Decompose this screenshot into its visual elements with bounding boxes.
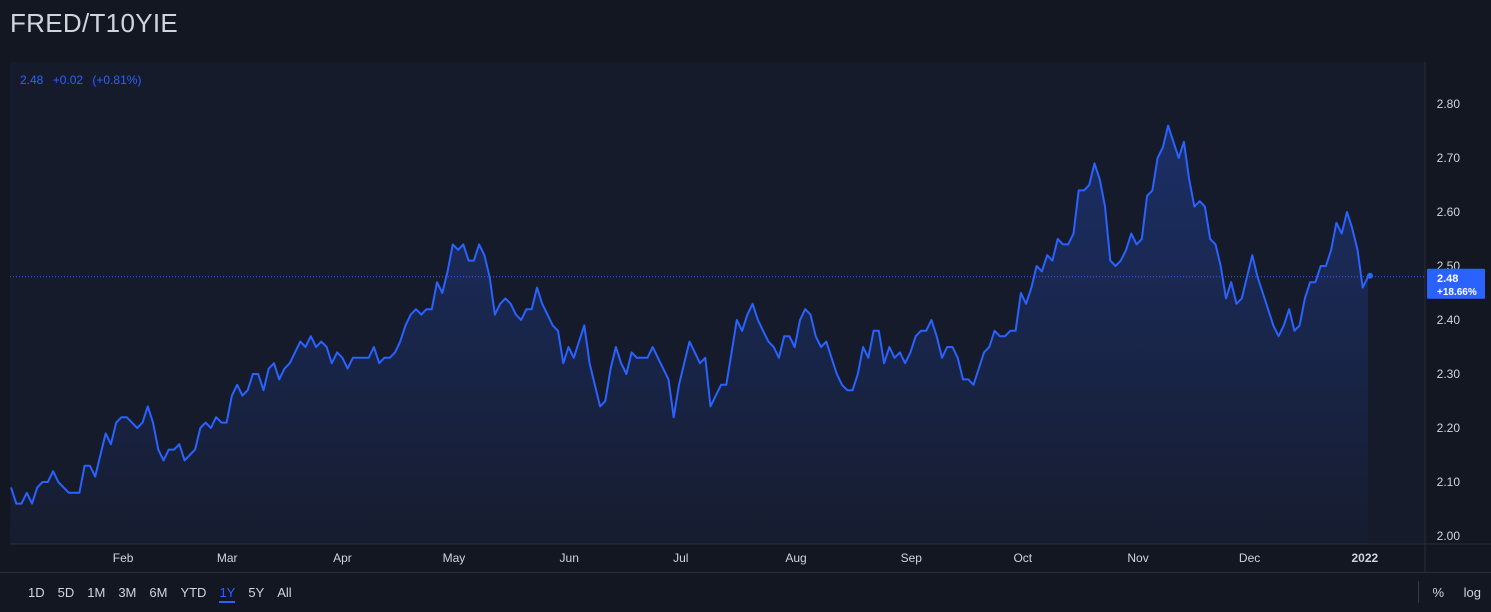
range-button-5d[interactable]: 5D bbox=[57, 585, 75, 600]
legend-value: 2.48 bbox=[20, 73, 44, 87]
x-tick-label: Mar bbox=[217, 551, 238, 565]
range-button-1y[interactable]: 1Y bbox=[219, 585, 236, 603]
series-line bbox=[10, 124, 1369, 505]
page-title: FRED/T10YIE bbox=[10, 8, 179, 38]
y-tick-label: 2.00 bbox=[1437, 529, 1461, 543]
legend-change: +0.02 bbox=[52, 73, 84, 87]
x-tick-label: Sep bbox=[901, 551, 923, 565]
bottom-toolbar: 1D 5D 1M 3M 6M YTD 1Y 5Y All % log bbox=[0, 572, 1491, 612]
x-tick-label: Dec bbox=[1239, 551, 1260, 565]
price-label-pct: +18.66% bbox=[1437, 287, 1477, 298]
toolbar-divider bbox=[1418, 581, 1419, 603]
range-button-5y[interactable]: 5Y bbox=[248, 585, 265, 600]
series-area bbox=[11, 125, 1368, 544]
last-point-marker bbox=[1367, 272, 1373, 279]
range-button-1m[interactable]: 1M bbox=[87, 585, 106, 600]
percent-scale-button[interactable]: % bbox=[1432, 585, 1445, 600]
y-tick-label: 2.80 bbox=[1437, 97, 1461, 111]
range-button-ytd[interactable]: YTD bbox=[180, 585, 207, 600]
price-label-box bbox=[1427, 268, 1485, 299]
x-tick-label: Jun bbox=[560, 551, 579, 565]
x-tick-label: 2022 bbox=[1351, 551, 1378, 565]
y-tick-label: 2.40 bbox=[1437, 313, 1461, 327]
legend-pct: (+0.81%) bbox=[92, 73, 142, 87]
price-chart[interactable]: 2.802.702.602.502.402.302.202.102.00 Feb… bbox=[0, 0, 1491, 572]
legend: 2.48 +0.02 (+0.81%) bbox=[20, 73, 147, 87]
x-tick-label: Oct bbox=[1013, 551, 1032, 565]
log-scale-button[interactable]: log bbox=[1463, 585, 1481, 600]
x-tick-label: Nov bbox=[1127, 551, 1148, 565]
range-selector: 1D 5D 1M 3M 6M YTD 1Y 5Y All bbox=[28, 585, 305, 603]
range-button-all[interactable]: All bbox=[277, 585, 292, 600]
x-tick-label: Aug bbox=[785, 551, 806, 565]
y-tick-label: 2.60 bbox=[1437, 205, 1461, 219]
price-label-value: 2.48 bbox=[1437, 273, 1458, 285]
range-button-6m[interactable]: 6M bbox=[149, 585, 168, 600]
x-tick-label: Jul bbox=[673, 551, 688, 565]
y-tick-label: 2.70 bbox=[1437, 151, 1461, 165]
x-tick-label: Apr bbox=[333, 551, 352, 565]
y-tick-label: 2.20 bbox=[1437, 421, 1461, 435]
x-tick-label: May bbox=[443, 551, 466, 565]
x-tick-label: Feb bbox=[113, 551, 134, 565]
range-button-3m[interactable]: 3M bbox=[118, 585, 137, 600]
scale-options: % log bbox=[1416, 585, 1481, 600]
range-button-1d[interactable]: 1D bbox=[28, 585, 45, 600]
y-tick-label: 2.10 bbox=[1437, 475, 1461, 489]
y-tick-label: 2.30 bbox=[1437, 367, 1461, 381]
